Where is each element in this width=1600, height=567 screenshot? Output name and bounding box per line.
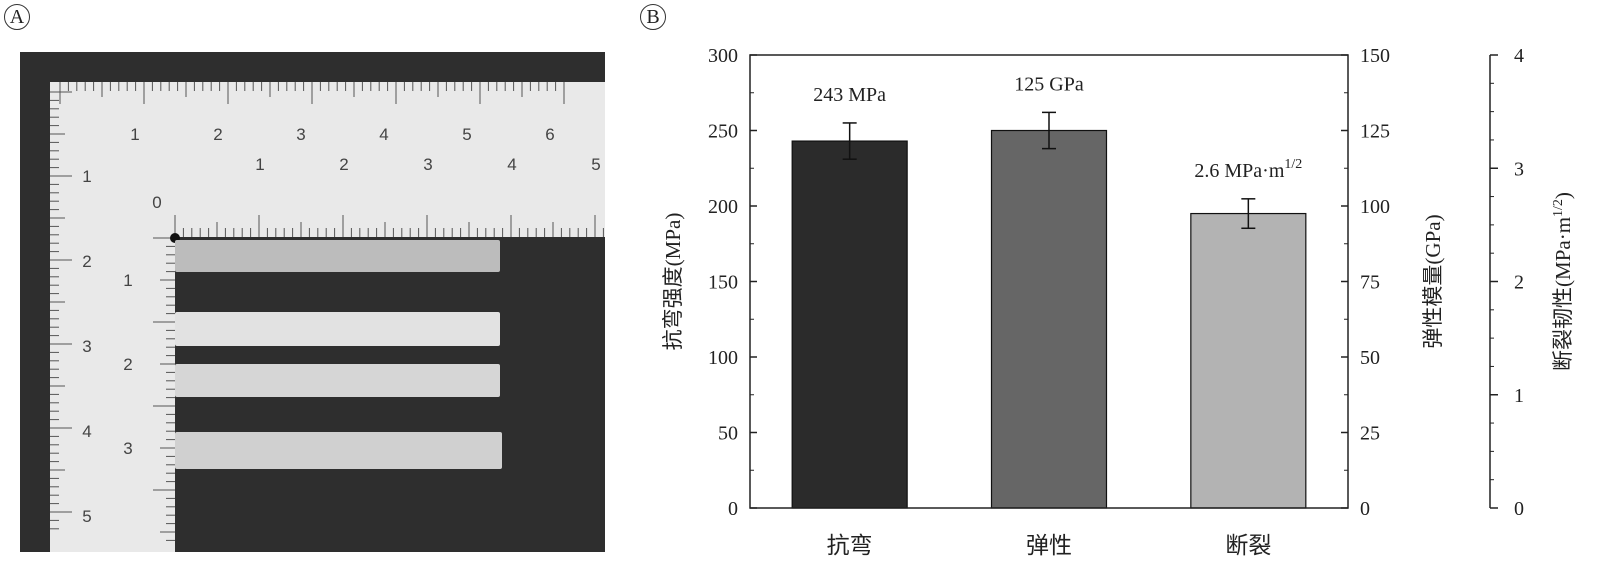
outer-right-axis-tick-label: 3	[1514, 158, 1524, 180]
right-axis-tick-label: 50	[1360, 347, 1380, 369]
ruler-inner-left-label: 2	[123, 355, 132, 374]
ruler-top-label: 1	[130, 125, 139, 144]
bar-2	[990, 129, 1108, 509]
ruler-inner-left-label: 3	[123, 439, 132, 458]
panel-a-label: A	[4, 4, 30, 30]
right-axis-tick-label: 25	[1360, 423, 1380, 445]
right-axis-tick-label: 150	[1360, 45, 1390, 67]
right-axis-tick-label: 75	[1360, 272, 1380, 294]
ruler-top-label: 3	[296, 125, 305, 144]
category-label-2: 弹性	[1026, 533, 1072, 558]
category-label-3: 断裂	[1225, 533, 1271, 558]
outer-right-axis-tick-label: 0	[1514, 498, 1524, 520]
ruler-top-label: 5	[462, 125, 471, 144]
ruler-origin-label: 0	[152, 193, 161, 212]
right-axis-tick-label: 0	[1360, 498, 1370, 520]
ruler-inner-label: 4	[507, 155, 516, 174]
outer-right-axis-title: 断裂韧性(MPa·m1/2)	[1551, 192, 1575, 371]
specimen-bar-1	[175, 240, 500, 272]
right-axis-title: 弹性模量(GPa)	[1421, 214, 1445, 348]
left-axis-title: 抗弯强度(MPa)	[661, 213, 685, 351]
ruler-inner-label: 5	[591, 155, 600, 174]
ruler-vertical	[50, 82, 175, 552]
ruler-inner-label: 3	[423, 155, 432, 174]
outer-right-axis-tick-label: 2	[1514, 272, 1524, 294]
data-label-1: 243 MPa	[813, 84, 886, 106]
left-axis-tick-label: 50	[718, 423, 738, 445]
ruler-top-label: 4	[379, 125, 388, 144]
data-label-2: 125 GPa	[1014, 73, 1084, 95]
ruler-top-label: 2	[213, 125, 222, 144]
ruler-left-label: 4	[82, 422, 91, 441]
specimen-bar-4	[175, 432, 502, 469]
ruler-inner-label: 1	[255, 155, 264, 174]
specimen-bar-2	[175, 312, 500, 346]
ruler-left-label: 5	[82, 507, 91, 526]
right-axis-tick-label: 125	[1360, 121, 1390, 143]
right-axis-tick-label: 100	[1360, 196, 1390, 218]
left-axis-tick-label: 100	[708, 347, 738, 369]
left-axis-tick-label: 150	[708, 272, 738, 294]
category-label-1: 抗弯	[827, 533, 873, 558]
ruler-inner-label: 2	[339, 155, 348, 174]
left-axis-tick-label: 0	[728, 498, 738, 520]
left-axis-tick-label: 200	[708, 196, 738, 218]
ruler-left-label: 1	[82, 167, 91, 186]
ruler-left-label: 3	[82, 337, 91, 356]
data-label-3: 2.6 MPa·m1/2	[1194, 157, 1302, 182]
ruler-top-label: 6	[545, 125, 554, 144]
specimen-photo: 1 2 3 4 5 6 1 2 3 4 5 1 2 3 4 5 1 2 3 0	[20, 52, 605, 552]
ruler-left-label: 2	[82, 252, 91, 271]
outer-right-axis-tick-label: 4	[1514, 45, 1524, 67]
left-axis-tick-label: 250	[708, 121, 738, 143]
panel-b-label: B	[640, 4, 666, 30]
left-axis-tick-label: 300	[708, 45, 738, 67]
specimen-bar-3	[175, 364, 500, 397]
bar-chart: 0 50 100 150 200 250 300 抗弯强度(MPa) 0 25 50 75 100 125…	[661, 45, 1575, 558]
ruler-inner-left-label: 1	[123, 271, 132, 290]
ruler-ticks	[50, 82, 604, 541]
outer-right-axis-tick-label: 1	[1514, 385, 1524, 407]
bar-1	[791, 140, 908, 509]
ruler-labels: 1 2 3 4 5 6 1 2 3 4 5 1 2 3 4 5 1 2 3 0	[82, 125, 600, 526]
bar-3	[1190, 212, 1307, 509]
